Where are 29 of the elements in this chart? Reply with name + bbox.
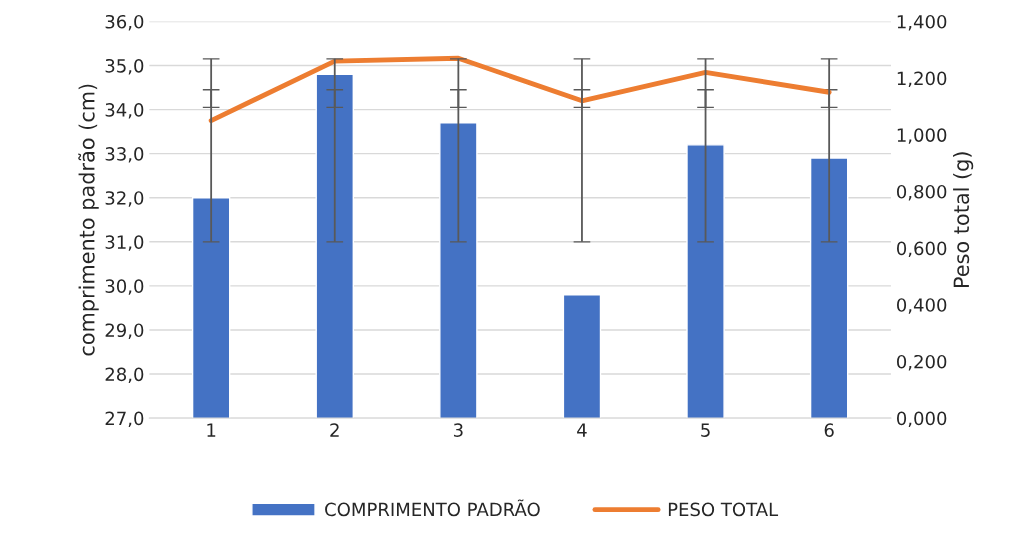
y-tick-label: 27,0: [105, 411, 144, 428]
x-tick-label: 4: [577, 423, 587, 437]
y-tick-label: 31,0: [105, 235, 144, 251]
y2-tick-label: 0,800: [897, 184, 947, 201]
x-tick-label: 2: [330, 423, 339, 437]
y2-tick-label: 1,000: [897, 128, 947, 144]
legend-label: PESO TOTAL: [668, 502, 779, 517]
y-tick-label: 30,0: [105, 279, 144, 295]
y2-tick-label: 0,200: [897, 354, 947, 371]
x-tick-label: 3: [453, 423, 463, 437]
x-tick-label: 5: [701, 423, 710, 437]
line-series: [208, 55, 832, 124]
y-tick-label: 34,0: [105, 103, 144, 119]
y2-tick-label: 1,200: [897, 71, 947, 88]
y2-tick-label: 0,600: [897, 241, 947, 258]
y2-axis-title: Peso total (g): [953, 152, 974, 288]
y2-tick-label: 1,400: [897, 14, 947, 31]
y2-tick-label: 0,400: [897, 298, 947, 314]
y-axis-title: comprimento padrão (cm): [78, 84, 99, 356]
y-tick-label: 33,0: [105, 147, 144, 163]
y-tick-label: 28,0: [105, 367, 144, 383]
y-tick-label: 29,0: [105, 323, 144, 339]
y-tick-label: 32,0: [105, 191, 144, 207]
x-tick-label: 6: [824, 423, 834, 437]
y-tick-label: 35,0: [105, 58, 144, 75]
x-tick-label: 1: [207, 423, 216, 437]
y2-tick-label: 0,000: [897, 411, 947, 428]
legend-label: COMPRIMENTO PADRÃO: [325, 499, 540, 517]
y-tick-label: 36,0: [105, 14, 144, 31]
